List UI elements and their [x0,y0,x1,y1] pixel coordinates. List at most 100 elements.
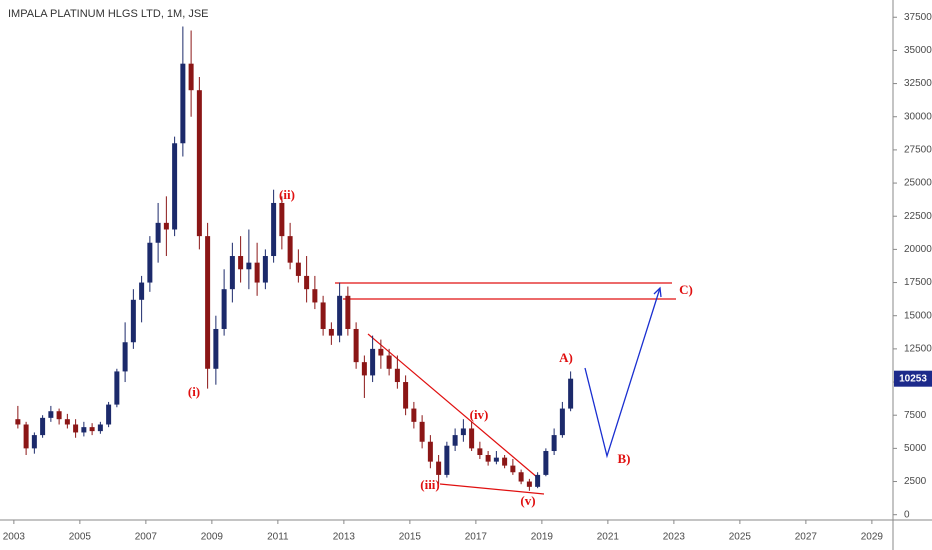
candle-body [427,441,433,462]
candle-body [180,63,186,144]
trend-line [439,483,545,495]
candle-body [31,435,37,449]
candle-body [493,457,499,462]
y-tick-label: 5000 [904,443,927,454]
candle-body [551,435,557,452]
projection-arrow [584,287,661,459]
x-tick-label: 2021 [597,532,620,543]
candle-body [262,256,268,283]
candle-body [518,472,524,482]
candle-body [328,328,334,336]
wave-label: (iv) [470,407,489,422]
candle-body [130,299,136,343]
x-tick-label: 2013 [333,532,356,543]
candle-body [48,411,54,418]
candle-body [543,451,549,475]
candle-body [469,428,475,449]
candle-body [312,289,318,303]
arrow-head [653,286,662,298]
wave-label: C) [679,282,693,297]
x-tick-label: 2025 [729,532,752,543]
candle-body [502,457,508,466]
candle-body [403,382,409,409]
y-tick-label: 32500 [904,78,932,89]
candle-body [89,427,95,432]
wave-label: (ii) [279,187,295,202]
candle-body [64,419,70,425]
candle-body [386,355,392,369]
candle-body [436,461,442,475]
candle-body [452,435,458,446]
x-tick-label: 2015 [399,532,422,543]
y-tick-label: 25000 [904,178,932,189]
candle-body [238,256,244,270]
chart-title: IMPALA PLATINUM HLGS LTD, 1M, JSE [8,8,209,20]
wave-label: (iii) [420,477,440,492]
wave-label: (v) [520,493,535,508]
wave-label: B) [618,451,631,466]
y-tick-label: 30000 [904,111,932,122]
candle-body [81,427,87,433]
candle-body [510,465,516,473]
candle-body [337,295,343,336]
candle-body [304,275,310,290]
candle-body [114,371,120,405]
candle-body [246,262,252,270]
y-tick-label: 20000 [904,244,932,255]
candle-body [485,455,491,462]
x-tick-label: 2017 [465,532,488,543]
candle-body [40,417,46,436]
candle-body [279,202,285,237]
trend-line [367,333,539,479]
last-price-box [894,370,932,387]
candle-body [526,481,532,487]
y-tick-label: 17500 [904,277,932,288]
candle-body [188,63,194,91]
candle-body [56,411,62,420]
x-tick-label: 2029 [861,532,884,543]
candle-body [378,348,384,356]
candle-body [320,302,326,329]
candle-body [419,421,425,442]
candle-body [23,424,29,449]
candle-body [106,404,112,425]
candle-body [147,242,153,283]
x-tick-label: 2011 [267,532,289,543]
x-tick-label: 2003 [3,532,26,543]
y-tick-label: 12500 [904,344,932,355]
candle-body [287,236,293,263]
candle-body [172,143,178,230]
candle-body [295,262,301,276]
x-tick-label: 2009 [201,532,224,543]
candle-body [411,408,417,422]
y-tick-label: 7500 [904,410,927,421]
candle-body [444,445,450,475]
x-tick-label: 2023 [663,532,686,543]
wave-label: (i) [188,384,200,399]
candle-body [460,428,466,436]
candle-body [221,289,227,329]
candle-body [559,408,565,436]
candle-body [535,474,541,487]
candle-body [271,202,277,257]
candle-body [229,256,235,290]
y-tick-label: 27500 [904,145,932,156]
y-tick-label: 37500 [904,12,932,23]
candle-body [361,362,367,376]
wave-label: A) [559,350,573,365]
candle-body [568,378,574,409]
y-tick-label: 2500 [904,476,927,487]
candle-body [394,368,400,383]
candle-body [370,348,376,376]
last-price-label: 10253 [899,373,927,384]
candle-body [213,328,219,369]
candle-body [254,262,260,283]
x-tick-label: 2019 [531,532,554,543]
candle-body [196,90,202,237]
candle-body [15,419,21,425]
y-tick-label: 22500 [904,211,932,222]
candle-body [163,222,169,230]
candle-body [122,342,128,372]
y-tick-label: 15000 [904,310,932,321]
